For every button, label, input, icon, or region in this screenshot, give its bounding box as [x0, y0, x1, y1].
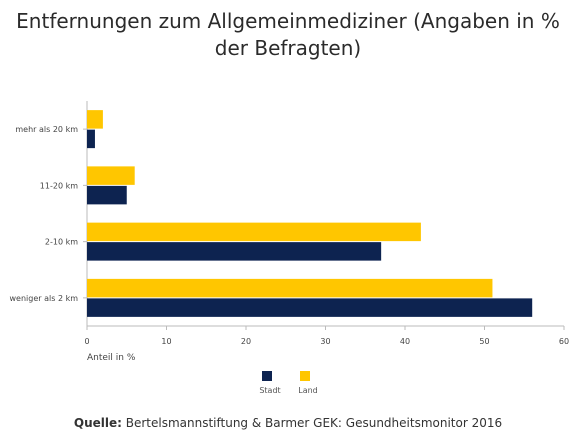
x-tick-label: 40 — [400, 337, 410, 346]
x-tick-label: 30 — [320, 337, 330, 346]
source-note: Quelle: Bertelsmannstiftung & Barmer GEK… — [0, 416, 576, 430]
source-label: Quelle: — [73, 416, 122, 430]
legend-label-stadt: Stadt — [259, 386, 280, 395]
x-tick-label: 10 — [161, 337, 171, 346]
x-tick-label: 60 — [559, 337, 569, 346]
bar-land — [87, 110, 103, 129]
bar-stadt — [87, 129, 95, 149]
bar-stadt — [87, 298, 533, 317]
x-tick-label: 20 — [241, 337, 251, 346]
bar-land — [87, 222, 421, 242]
chart-title: Entfernungen zum Allgemeinmediziner (Ang… — [16, 9, 560, 60]
bar-land — [87, 278, 493, 298]
y-tick-label: 11-20 km — [40, 181, 78, 190]
bar-stadt — [87, 242, 382, 261]
y-tick-label: mehr als 20 km — [15, 125, 78, 134]
source-text: Bertelsmannstiftung & Barmer GEK: Gesund… — [121, 416, 503, 430]
x-tick-label: 0 — [84, 337, 89, 346]
x-axis-label: Anteil in % — [87, 353, 136, 363]
legend-swatch-land — [300, 371, 310, 381]
x-tick-label: 50 — [479, 337, 489, 346]
bar-land — [87, 166, 135, 185]
bar-stadt — [87, 185, 127, 205]
y-tick-label: weniger als 2 km — [10, 294, 79, 303]
y-tick-label: 2-10 km — [45, 238, 78, 247]
legend-swatch-stadt — [262, 371, 272, 381]
legend-label-land: Land — [298, 386, 318, 395]
